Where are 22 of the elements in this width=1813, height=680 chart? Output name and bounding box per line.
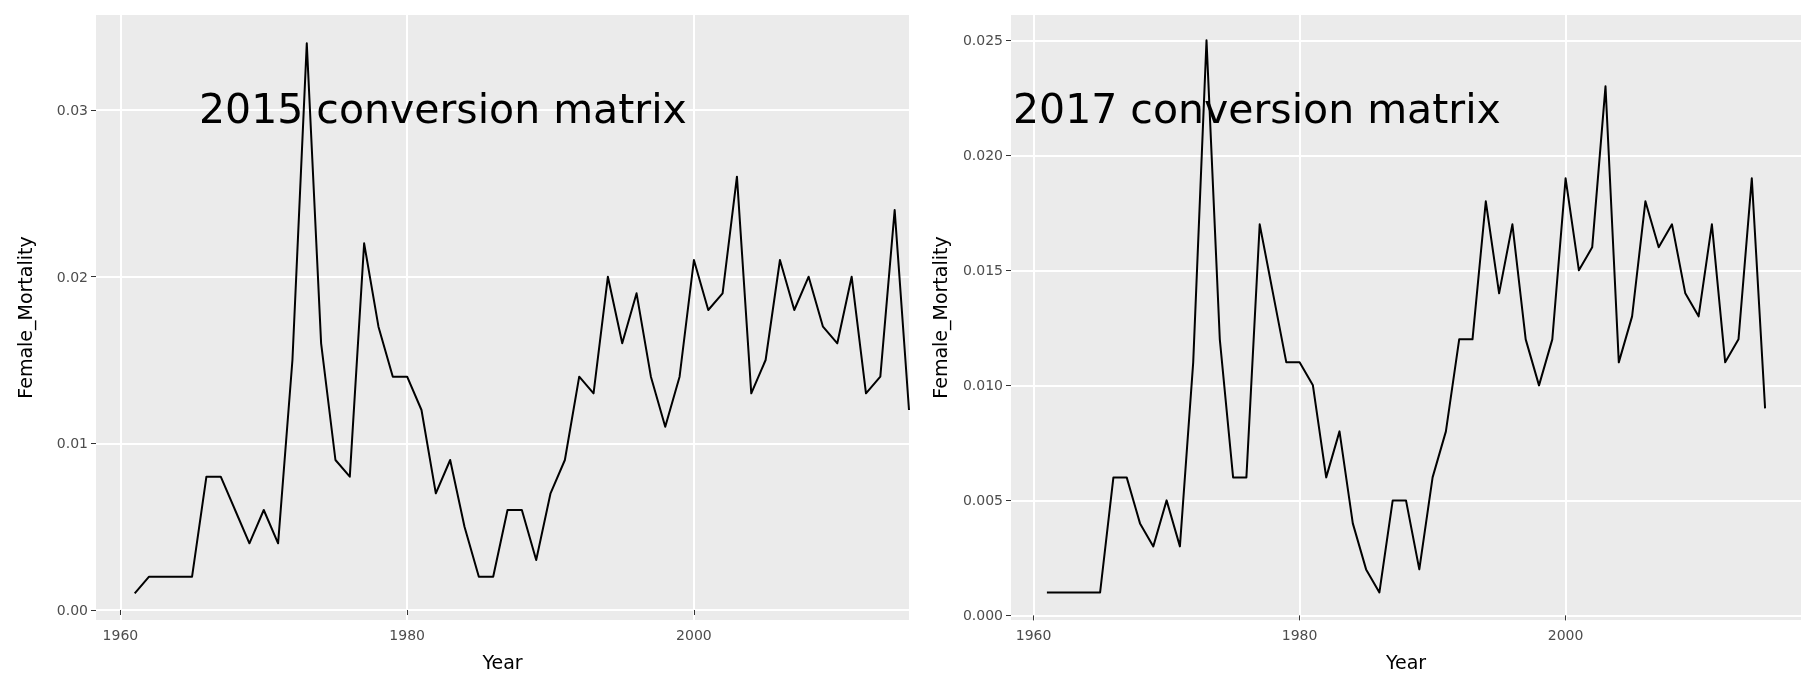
y-axis-title: Female_Mortality [928, 236, 952, 399]
y-tick-label: 0.00 [56, 602, 88, 618]
y-tick-label: 0.000 [962, 607, 1003, 624]
x-tick-label: 1980 [389, 627, 425, 643]
x-tick-label: 1960 [102, 627, 139, 643]
x-tick-label: 1960 [1015, 627, 1052, 643]
x-axis-title: Year [1384, 650, 1427, 673]
y-tick-label: 0.01 [56, 435, 88, 452]
x-tick-label: 2000 [676, 627, 712, 643]
line-series [133, 42, 910, 595]
y-tick-label: 0.005 [962, 492, 1003, 509]
y-tick-label: 0.03 [56, 102, 88, 118]
y-tick-label: 0.020 [962, 147, 1003, 164]
x-tick-label: 2000 [1547, 627, 1584, 643]
y-tick-label: 0.015 [962, 262, 1003, 279]
annotation: 2015 conversion matrix [199, 84, 687, 133]
y-tick-label: 0.010 [962, 377, 1003, 394]
x-axis-title: Year [481, 650, 523, 673]
x-tick-label: 1980 [1281, 627, 1318, 643]
y-tick-label: 0.02 [56, 268, 88, 285]
y-tick-label: 0.025 [962, 32, 1003, 49]
y-axis-title: Female_Mortality [13, 236, 37, 399]
